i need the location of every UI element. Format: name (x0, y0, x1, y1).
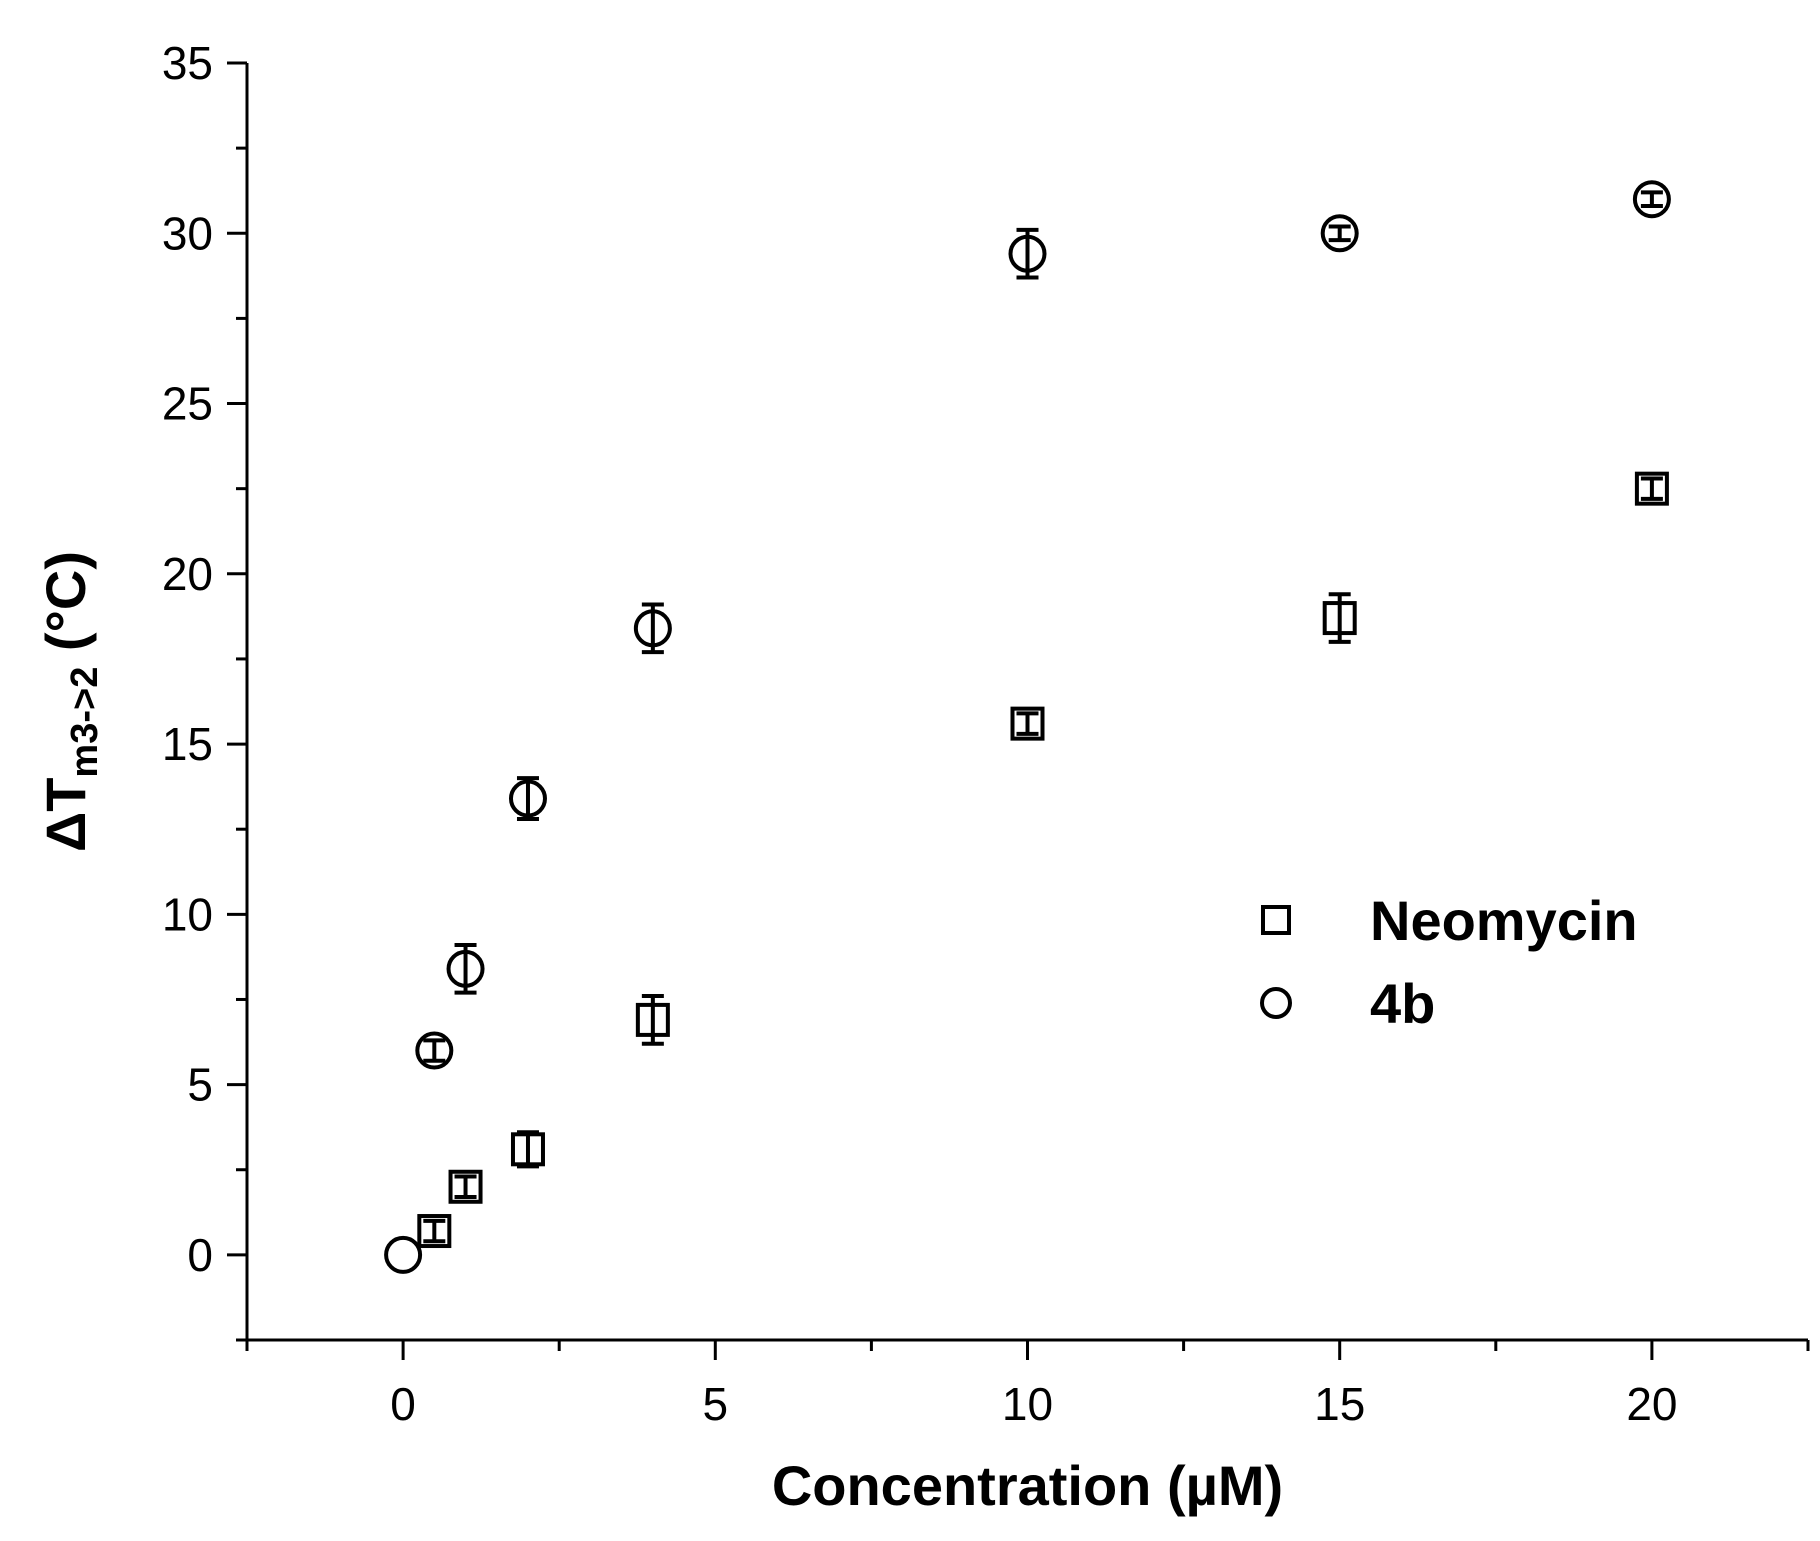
x-axis-title: Concentration (µM) (772, 1454, 1283, 1517)
y-tick-label: 0 (187, 1229, 213, 1281)
x-tick-label: 15 (1314, 1378, 1365, 1430)
data-point-neomycin (1322, 601, 1357, 636)
y-axis-title-main: ΔT (34, 778, 97, 852)
legend-label-4b: 4b (1370, 972, 1435, 1035)
y-axis-title: ΔTm3->2 (°C) (34, 551, 106, 852)
legend-marker-4b (1260, 987, 1292, 1019)
data-point-neomycin (635, 1002, 670, 1037)
data-point-4b (1008, 234, 1047, 273)
data-point-4b (446, 949, 485, 988)
y-tick-label: 30 (162, 207, 213, 259)
y-tick-label: 5 (187, 1059, 213, 1111)
legend: Neomycin 4b (1260, 889, 1638, 1035)
y-tick-label: 20 (162, 548, 213, 600)
data-point-neomycin (417, 1214, 452, 1249)
data-point-4b (415, 1031, 454, 1070)
x-axis-ticks: 0 5 10 15 20 (245, 1340, 1810, 1430)
y-tick-label: 10 (162, 888, 213, 940)
x-tick-label: 0 (390, 1378, 416, 1430)
x-tick-label: 20 (1626, 1378, 1677, 1430)
data-point-4b (1320, 214, 1359, 253)
legend-marker-neomycin (1261, 905, 1291, 935)
axes: 0 5 10 15 20 25 30 35 0 5 10 15 20 (162, 37, 1810, 1430)
y-axis-title-subscript: m3->2 (64, 667, 106, 778)
data-point-4b (508, 779, 547, 818)
data-point-4b (1632, 180, 1671, 219)
data-points (384, 180, 1671, 1274)
x-tick-label: 10 (1002, 1378, 1053, 1430)
y-tick-label: 15 (162, 718, 213, 770)
y-tick-label: 35 (162, 37, 213, 89)
y-axis-ticks: 0 5 10 15 20 25 30 35 (162, 37, 247, 1342)
legend-label-neomycin: Neomycin (1370, 889, 1638, 952)
data-point-4b (633, 609, 672, 648)
y-tick-label: 25 (162, 378, 213, 430)
data-point-neomycin (510, 1132, 545, 1167)
x-tick-label: 5 (703, 1378, 729, 1430)
y-axis-title-unit: (°C) (34, 551, 97, 667)
data-point-neomycin (1634, 471, 1669, 506)
data-point-neomycin (448, 1169, 483, 1204)
data-point-4b (384, 1235, 423, 1274)
data-point-neomycin (1010, 706, 1045, 741)
